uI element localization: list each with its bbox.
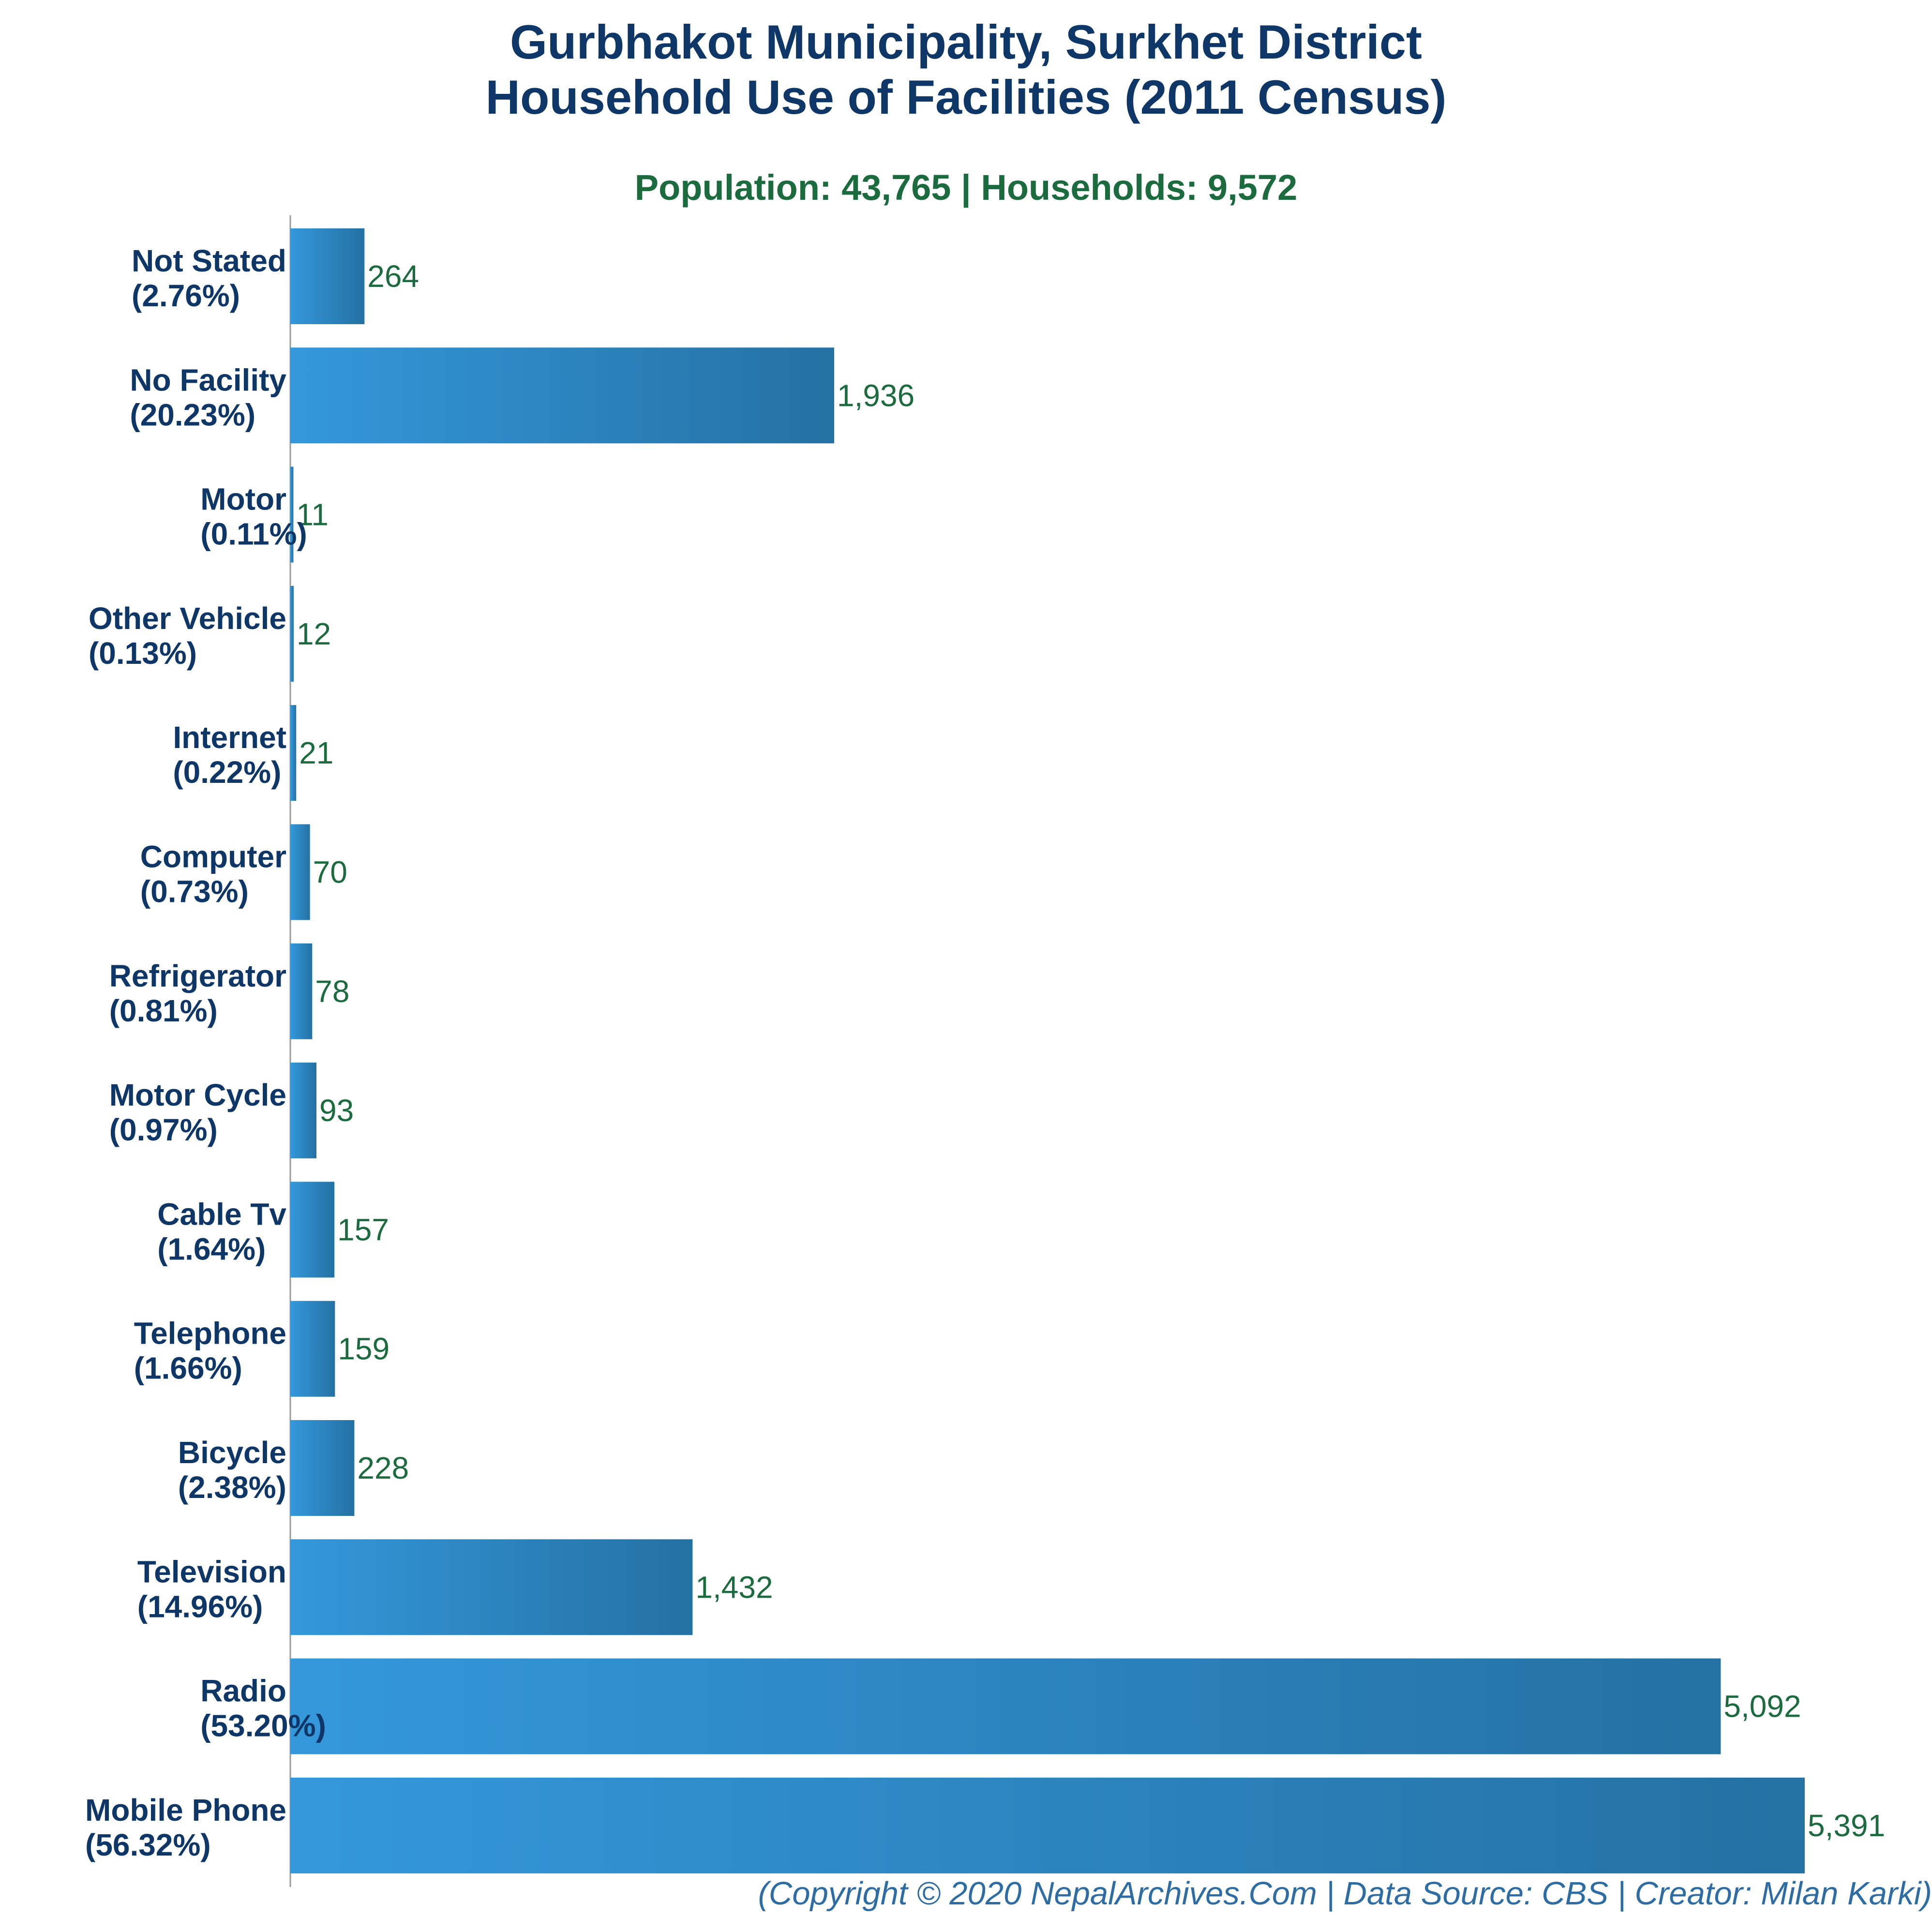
value-label: 11 xyxy=(296,497,328,532)
value-label: 1,432 xyxy=(695,1570,773,1604)
chart-title-line-1: Gurbhakot Municipality, Surkhet District xyxy=(510,15,1422,69)
category-label: Cable Tv xyxy=(157,1197,286,1231)
percent-label: (53.20%) xyxy=(200,1708,326,1743)
bar-other-vehicle xyxy=(290,585,294,682)
percent-label: (56.32%) xyxy=(85,1827,211,1862)
percent-label: (2.76%) xyxy=(132,278,240,313)
bars-layer: 264 Not Stated(2.76%) 1,936 No Facility(20.… xyxy=(85,228,1885,1873)
percent-label: (1.64%) xyxy=(157,1231,266,1266)
category-label: Internet xyxy=(173,720,286,755)
bar-television xyxy=(290,1539,693,1635)
percent-label: (0.97%) xyxy=(109,1112,218,1147)
percent-label: (0.11%) xyxy=(200,517,307,552)
value-label: 93 xyxy=(319,1093,354,1128)
value-label: 12 xyxy=(297,616,331,651)
category-label: No Facility xyxy=(130,362,286,397)
bar-motor xyxy=(290,466,294,563)
value-label: 70 xyxy=(313,855,347,890)
percent-label: (20.23%) xyxy=(130,397,255,432)
value-label: 1,936 xyxy=(837,378,914,413)
value-label: 21 xyxy=(299,735,333,770)
chart-title: Gurbhakot Municipality, Surkhet District… xyxy=(0,15,1932,125)
value-label: 5,391 xyxy=(1808,1808,1885,1843)
percent-label: (0.81%) xyxy=(109,993,218,1028)
percent-label: (1.66%) xyxy=(134,1351,242,1386)
bar-not-stated xyxy=(290,228,365,324)
value-label: 78 xyxy=(315,974,349,1009)
category-label: Computer xyxy=(140,839,286,874)
bar-cable-tv xyxy=(290,1182,335,1278)
value-label: 264 xyxy=(367,259,419,294)
percent-label: (0.73%) xyxy=(140,874,249,909)
bar-telephone xyxy=(290,1301,335,1397)
chart-footer: (Copyright © 2020 NepalArchives.Com | Da… xyxy=(758,1875,1932,1912)
category-label: Bicycle xyxy=(178,1435,286,1470)
bar-motor-cycle xyxy=(290,1063,316,1159)
value-label: 5,092 xyxy=(1723,1689,1801,1724)
percent-label: (0.13%) xyxy=(89,636,197,671)
percent-label: (2.38%) xyxy=(178,1470,286,1505)
bar-no-facility xyxy=(290,347,835,444)
category-label: Mobile Phone xyxy=(85,1793,286,1827)
category-label: Telephone xyxy=(134,1316,286,1351)
chart-subtitle: Population: 43,765 | Households: 9,572 xyxy=(634,167,1298,208)
category-label: Other Vehicle xyxy=(89,601,286,636)
percent-label: (14.96%) xyxy=(137,1589,263,1624)
category-label: Motor xyxy=(200,482,286,517)
value-label: 159 xyxy=(338,1332,389,1366)
chart-title-line-2: Household Use of Facilities (2011 Census… xyxy=(485,70,1447,124)
category-label: Not Stated xyxy=(132,243,286,278)
category-label: Refrigerator xyxy=(109,959,286,993)
bar-mobile-phone xyxy=(290,1777,1805,1873)
bar-internet xyxy=(290,705,297,801)
value-label: 157 xyxy=(337,1212,389,1247)
value-label: 228 xyxy=(357,1451,409,1485)
category-label: Radio xyxy=(200,1674,286,1708)
category-label: Motor Cycle xyxy=(109,1078,286,1112)
bar-radio xyxy=(290,1658,1721,1754)
bar-computer xyxy=(290,824,310,920)
bar-refrigerator xyxy=(290,943,313,1039)
category-label: Television xyxy=(137,1554,286,1589)
percent-label: (0.22%) xyxy=(173,755,281,790)
bar-bicycle xyxy=(290,1420,355,1516)
